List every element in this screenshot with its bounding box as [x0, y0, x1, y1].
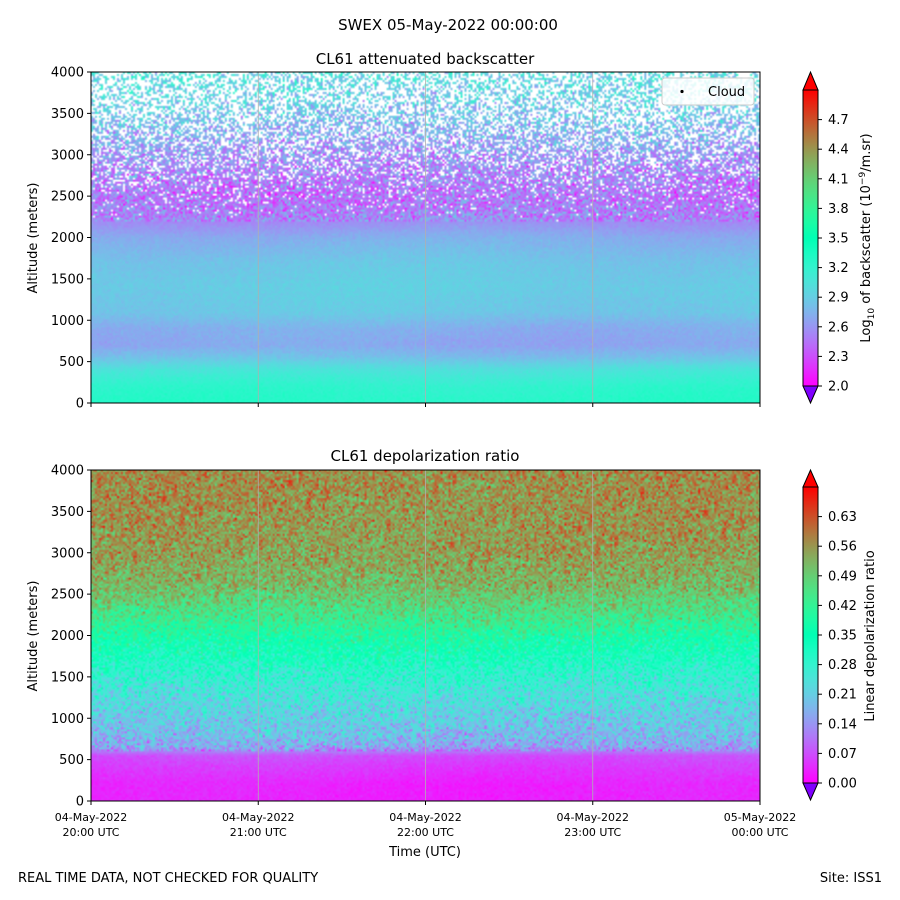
backscatter-colorbar: 2.0 2.3 2.6 2.9 3.2 3.5 3.8 4.1 4.4 4.7 Log10 of …: [802, 70, 877, 405]
y-tick-label: 3000: [51, 546, 84, 561]
colorbar-tick-label: 0.49: [828, 569, 857, 584]
colorbar-body: [802, 486, 819, 784]
colorbar-tick-label: 0.00: [828, 777, 857, 792]
x-tick-label-time: 20:00 UTC: [62, 826, 119, 839]
colorbar-extend-min: [802, 385, 819, 405]
colorbar-tick-label: 3.8: [828, 202, 849, 217]
y-tick-label: 500: [59, 753, 84, 768]
colorbar-body: [802, 89, 819, 387]
legend-entry-cloud: Cloud: [708, 85, 745, 100]
x-tick-label-date: 04-May-2022: [55, 811, 127, 824]
backscatter-ylabel: Altitude (meters): [26, 183, 41, 294]
y-tick-label: 0: [76, 795, 84, 810]
x-tick-label-time: 23:00 UTC: [564, 826, 621, 839]
y-tick-label: 2500: [51, 588, 84, 603]
y-tick-label: 1500: [51, 272, 84, 287]
colorbar-tick-label: 4.7: [828, 113, 849, 128]
colorbar-tick-label: 4.4: [828, 143, 849, 158]
depolarization-gridlines: [257, 470, 594, 801]
x-tick-label-date: 04-May-2022: [557, 811, 629, 824]
depolarization-colorbar: 0.00 0.07 0.14 0.21 0.28 0.35 0.42 0.49 0.56 0.63…: [802, 468, 878, 802]
depolarization-ylabel: Altitude (meters): [26, 581, 41, 692]
depolarization-colorbar-ticks: 0.00 0.07 0.14 0.21 0.28 0.35 0.42 0.49 0.56 0.63: [818, 510, 857, 792]
colorbar-tick-label: 2.3: [828, 350, 849, 365]
footer-disclaimer: REAL TIME DATA, NOT CHECKED FOR QUALITY: [18, 871, 318, 886]
colorbar-tick-label: 0.35: [828, 629, 857, 644]
depolarization-panel: CL61 depolarization ratio 0 500 1000 1500 20…: [26, 447, 878, 860]
depolarization-xlabel: Time (UTC): [388, 845, 461, 860]
colorbar-tick-label: 0.14: [828, 717, 857, 732]
colorbar-tick-label: 0.56: [828, 540, 857, 555]
y-tick-label: 2000: [51, 629, 84, 644]
backscatter-legend: Cloud: [661, 77, 755, 106]
x-tick-label-date: 04-May-2022: [222, 811, 294, 824]
backscatter-colorbar-label: Log10 of backscatter (10−9/m.sr): [858, 133, 877, 342]
backscatter-panel: CL61 attenuated backscatter 0 500 1000 1500…: [26, 50, 877, 412]
colorbar-tick-label: 3.2: [828, 261, 849, 276]
y-tick-label: 500: [59, 355, 84, 370]
x-tick-label-date: 05-May-2022: [724, 811, 796, 824]
depolarization-colorbar-label: Linear depolarization ratio: [863, 550, 878, 721]
legend-box: [661, 77, 755, 106]
y-tick-label: 4000: [51, 66, 84, 81]
colorbar-tick-label: 3.5: [828, 232, 849, 247]
y-tick-label: 1000: [51, 314, 84, 329]
y-tick-label: 4000: [51, 464, 84, 479]
colorbar-tick-label: 0.42: [828, 599, 857, 614]
colorbar-extend-max: [802, 70, 819, 91]
y-tick-label: 1000: [51, 712, 84, 727]
backscatter-colorbar-ticks: 2.0 2.3 2.6 2.9 3.2 3.5 3.8 4.1 4.4 4.7: [818, 113, 849, 395]
colorbar-tick-label: 0.63: [828, 510, 857, 525]
backscatter-title: CL61 attenuated backscatter: [316, 50, 535, 68]
colorbar-extend-min: [802, 782, 819, 802]
depolarization-y-ticks: 0 500 1000 1500 2000 2500 3000 3500 4000: [51, 464, 91, 810]
y-tick-label: 3500: [51, 505, 84, 520]
y-tick-label: 2000: [51, 231, 84, 246]
y-tick-label: 3000: [51, 148, 84, 163]
cloud-marker-icon: [680, 89, 684, 94]
footer-site: Site: ISS1: [820, 871, 882, 886]
y-tick-label: 1500: [51, 670, 84, 685]
colorbar-extend-max: [802, 468, 819, 488]
y-tick-label: 0: [76, 397, 84, 412]
colorbar-tick-label: 4.1: [828, 172, 849, 187]
x-tick-label-time: 21:00 UTC: [230, 826, 287, 839]
colorbar-tick-label: 2.0: [828, 380, 849, 395]
x-tick-label-time: 22:00 UTC: [397, 826, 454, 839]
backscatter-x-ticks: [90, 403, 761, 407]
colorbar-tick-label: 0.28: [828, 658, 857, 673]
x-tick-label-time: 00:00 UTC: [731, 826, 788, 839]
figure-suptitle: SWEX 05-May-2022 00:00:00: [338, 16, 558, 34]
x-tick-label-date: 04-May-2022: [389, 811, 461, 824]
y-tick-label: 3500: [51, 107, 84, 122]
colorbar-tick-label: 0.07: [828, 747, 857, 762]
y-tick-label: 2500: [51, 190, 84, 205]
depolarization-x-ticks: 04-May-2022 20:00 UTC 04-May-2022 21:00 UTC…: [55, 801, 796, 839]
backscatter-y-ticks: 0 500 1000 1500 2000 2500 3000 3500 4000: [51, 66, 91, 412]
colorbar-tick-label: 2.9: [828, 291, 849, 306]
colorbar-tick-label: 2.6: [828, 320, 849, 335]
backscatter-gridlines: [257, 72, 594, 403]
depolarization-title: CL61 depolarization ratio: [331, 447, 520, 465]
colorbar-tick-label: 0.21: [828, 688, 857, 703]
